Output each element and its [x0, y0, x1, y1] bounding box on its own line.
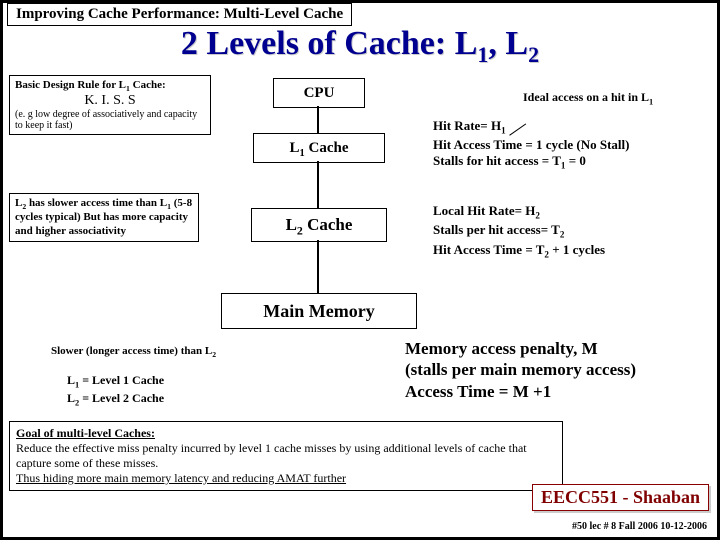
slower-note: Slower (longer access time) than L2 [51, 345, 216, 359]
l2-note-box: L2 has slower access time than L1 (5-8 c… [9, 193, 199, 242]
design-rule-box: Basic Design Rule for L1 Cache: K. I. S.… [9, 75, 211, 135]
goal-box: Goal of multi-level Caches: Reduce the e… [9, 421, 563, 491]
course-badge: EECC551 - Shaaban [532, 484, 709, 511]
goal-body: Reduce the effective miss penalty incurr… [16, 441, 556, 471]
main-memory-block: Main Memory [221, 293, 417, 329]
slide-footer: #50 lec # 8 Fall 2006 10-12-2006 [572, 521, 707, 532]
goal-last: Thus hiding more main memory latency and… [16, 471, 556, 486]
slide-title: 2 Levels of Cache: L1, L2 [3, 25, 717, 68]
design-rule-note: (e. g low degree of associatively and ca… [15, 109, 205, 131]
l1-metrics: Hit Rate= H1Hit Access Time = 1 cycle (N… [433, 118, 629, 172]
kiss-text: K. I. S. S [15, 93, 205, 109]
l2-block: L2 Cache [251, 208, 387, 242]
connector-cpu-l1 [317, 106, 319, 133]
topic-box: Improving Cache Performance: Multi-Level… [7, 3, 352, 26]
cpu-block: CPU [273, 78, 365, 108]
connector-l2-mm [317, 240, 319, 293]
connector-l1-l2 [317, 161, 319, 208]
legend: L1 = Level 1 CacheL2 = Level 2 Cache [67, 373, 164, 410]
slide: Improving Cache Performance: Multi-Level… [0, 0, 720, 540]
design-rule-label: Basic Design Rule for L1 Cache: [15, 79, 205, 93]
l1-block: L1 Cache [253, 133, 385, 163]
l2-metrics: Local Hit Rate= H2Stalls per hit access=… [433, 203, 605, 261]
memory-penalty-text: Memory access penalty, M(stalls per main… [405, 338, 636, 402]
ideal-label: Ideal access on a hit in L1 [523, 90, 653, 106]
goal-title: Goal of multi-level Caches: [16, 426, 556, 441]
